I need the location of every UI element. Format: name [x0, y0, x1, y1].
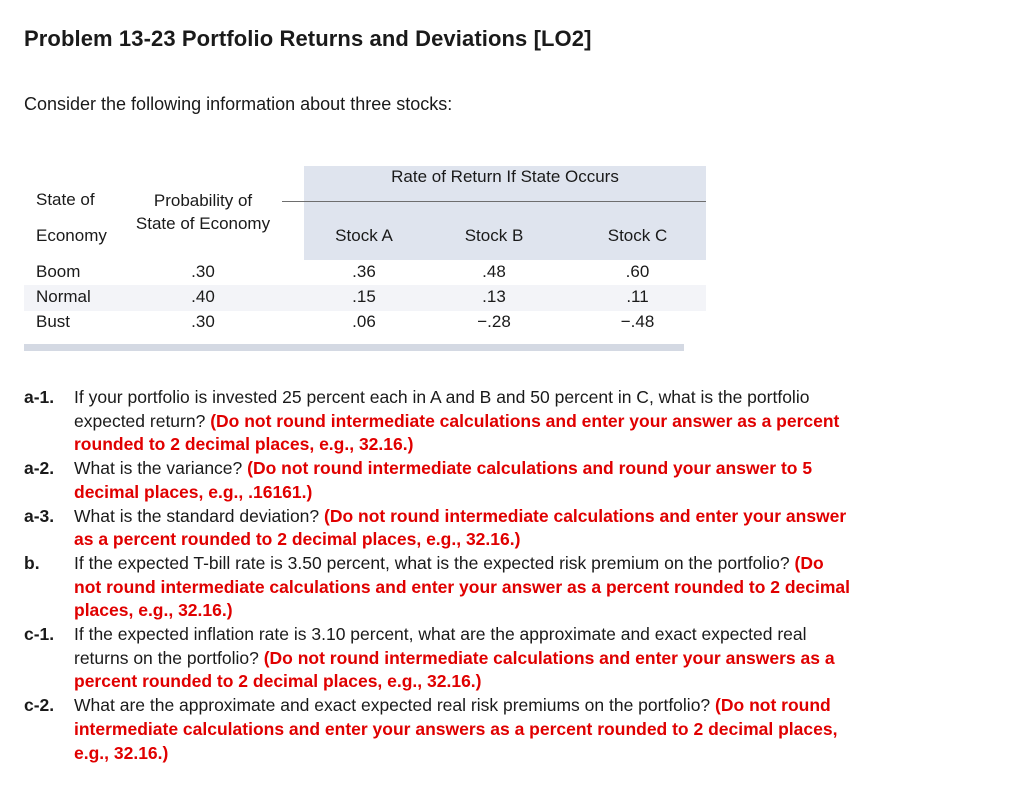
question-label: a-2.: [24, 458, 55, 479]
question-label: c-2.: [24, 695, 55, 716]
table-cell-prob: .30: [191, 262, 215, 281]
question-text: If the expected T-bill rate is 3.50 perc…: [74, 552, 790, 573]
question-text: If the expected inflation rate is 3.10 p…: [74, 624, 807, 668]
col-header-probability: Probability of State of Economy: [135, 191, 271, 233]
table-cell-c: .60: [625, 262, 650, 281]
col-header-state-line2: Economy: [36, 226, 107, 245]
question-text: What are the approximate and exact expec…: [74, 695, 711, 716]
table-cell-b: .48: [482, 262, 506, 281]
question-instruction: (Do not round intermediate calculations …: [74, 505, 847, 550]
col-header-stock-b: Stock B: [464, 226, 524, 245]
question-item: a-2. What is the variance? (Do not round…: [24, 457, 854, 504]
question-instruction: (Do not round intermediate calculations …: [74, 458, 813, 502]
question-item: c-1. If the expected inflation rate is 3…: [24, 623, 854, 694]
table-cell-state: Bust: [36, 312, 71, 331]
table-cell-state: Boom: [36, 262, 81, 281]
col-header-stock-a: Stock A: [335, 226, 393, 245]
table-cell-c: −.48: [620, 312, 655, 331]
question-instruction: (Do not round intermediate calculations …: [74, 552, 851, 621]
question-item: a-1. If your portfolio is invested 25 pe…: [24, 386, 854, 457]
span-header: Rate of Return If State Occurs: [391, 167, 619, 186]
table-bottom-bar: [24, 344, 684, 351]
table-cell-state: Normal: [36, 287, 91, 306]
question-list: a-1. If your portfolio is invested 25 pe…: [24, 386, 854, 765]
table-cell-a: .06: [352, 312, 376, 331]
table-cell-prob: .40: [191, 287, 215, 306]
question-instruction: (Do not round intermediate calculations …: [74, 647, 835, 692]
table-cell-prob: .30: [191, 312, 215, 331]
header-rule: [282, 201, 706, 202]
row-shading-boom: [24, 260, 706, 285]
returns-table: Rate of Return If State Occurs State of …: [24, 166, 706, 352]
question-text: What is the standard deviation?: [74, 505, 320, 526]
question-instruction: (Do not round intermediate calculations …: [74, 695, 838, 763]
problem-title: Problem 13-23 Portfolio Returns and Devi…: [24, 26, 592, 51]
table-cell-a: .15: [352, 287, 376, 306]
table-cell-c: .11: [626, 287, 649, 306]
table-cell-b: .13: [482, 287, 506, 306]
table-cell-a: .36: [352, 262, 376, 281]
question-item: b. If the expected T-bill rate is 3.50 p…: [24, 552, 854, 623]
row-shading-normal: [24, 285, 706, 311]
table-cell-b: −.28: [477, 312, 511, 331]
intro-text: Consider the following information about…: [24, 94, 453, 114]
col-header-stock-c: Stock C: [607, 226, 668, 245]
header-shading: [304, 166, 706, 260]
question-item: c-2. What are the approximate and exact …: [24, 694, 854, 765]
question-label: c-1.: [24, 624, 55, 645]
question-instruction: (Do not round intermediate calculations …: [74, 410, 840, 455]
col-header-state-line1: State of: [36, 190, 95, 209]
question-label: b.: [24, 552, 40, 573]
question-label: a-3.: [24, 505, 55, 526]
question-label: a-1.: [24, 387, 55, 407]
question-text: If your portfolio is invested 25 percent…: [74, 387, 810, 431]
question-text: What is the variance?: [74, 458, 243, 479]
question-item: a-3. What is the standard deviation? (Do…: [24, 505, 854, 552]
